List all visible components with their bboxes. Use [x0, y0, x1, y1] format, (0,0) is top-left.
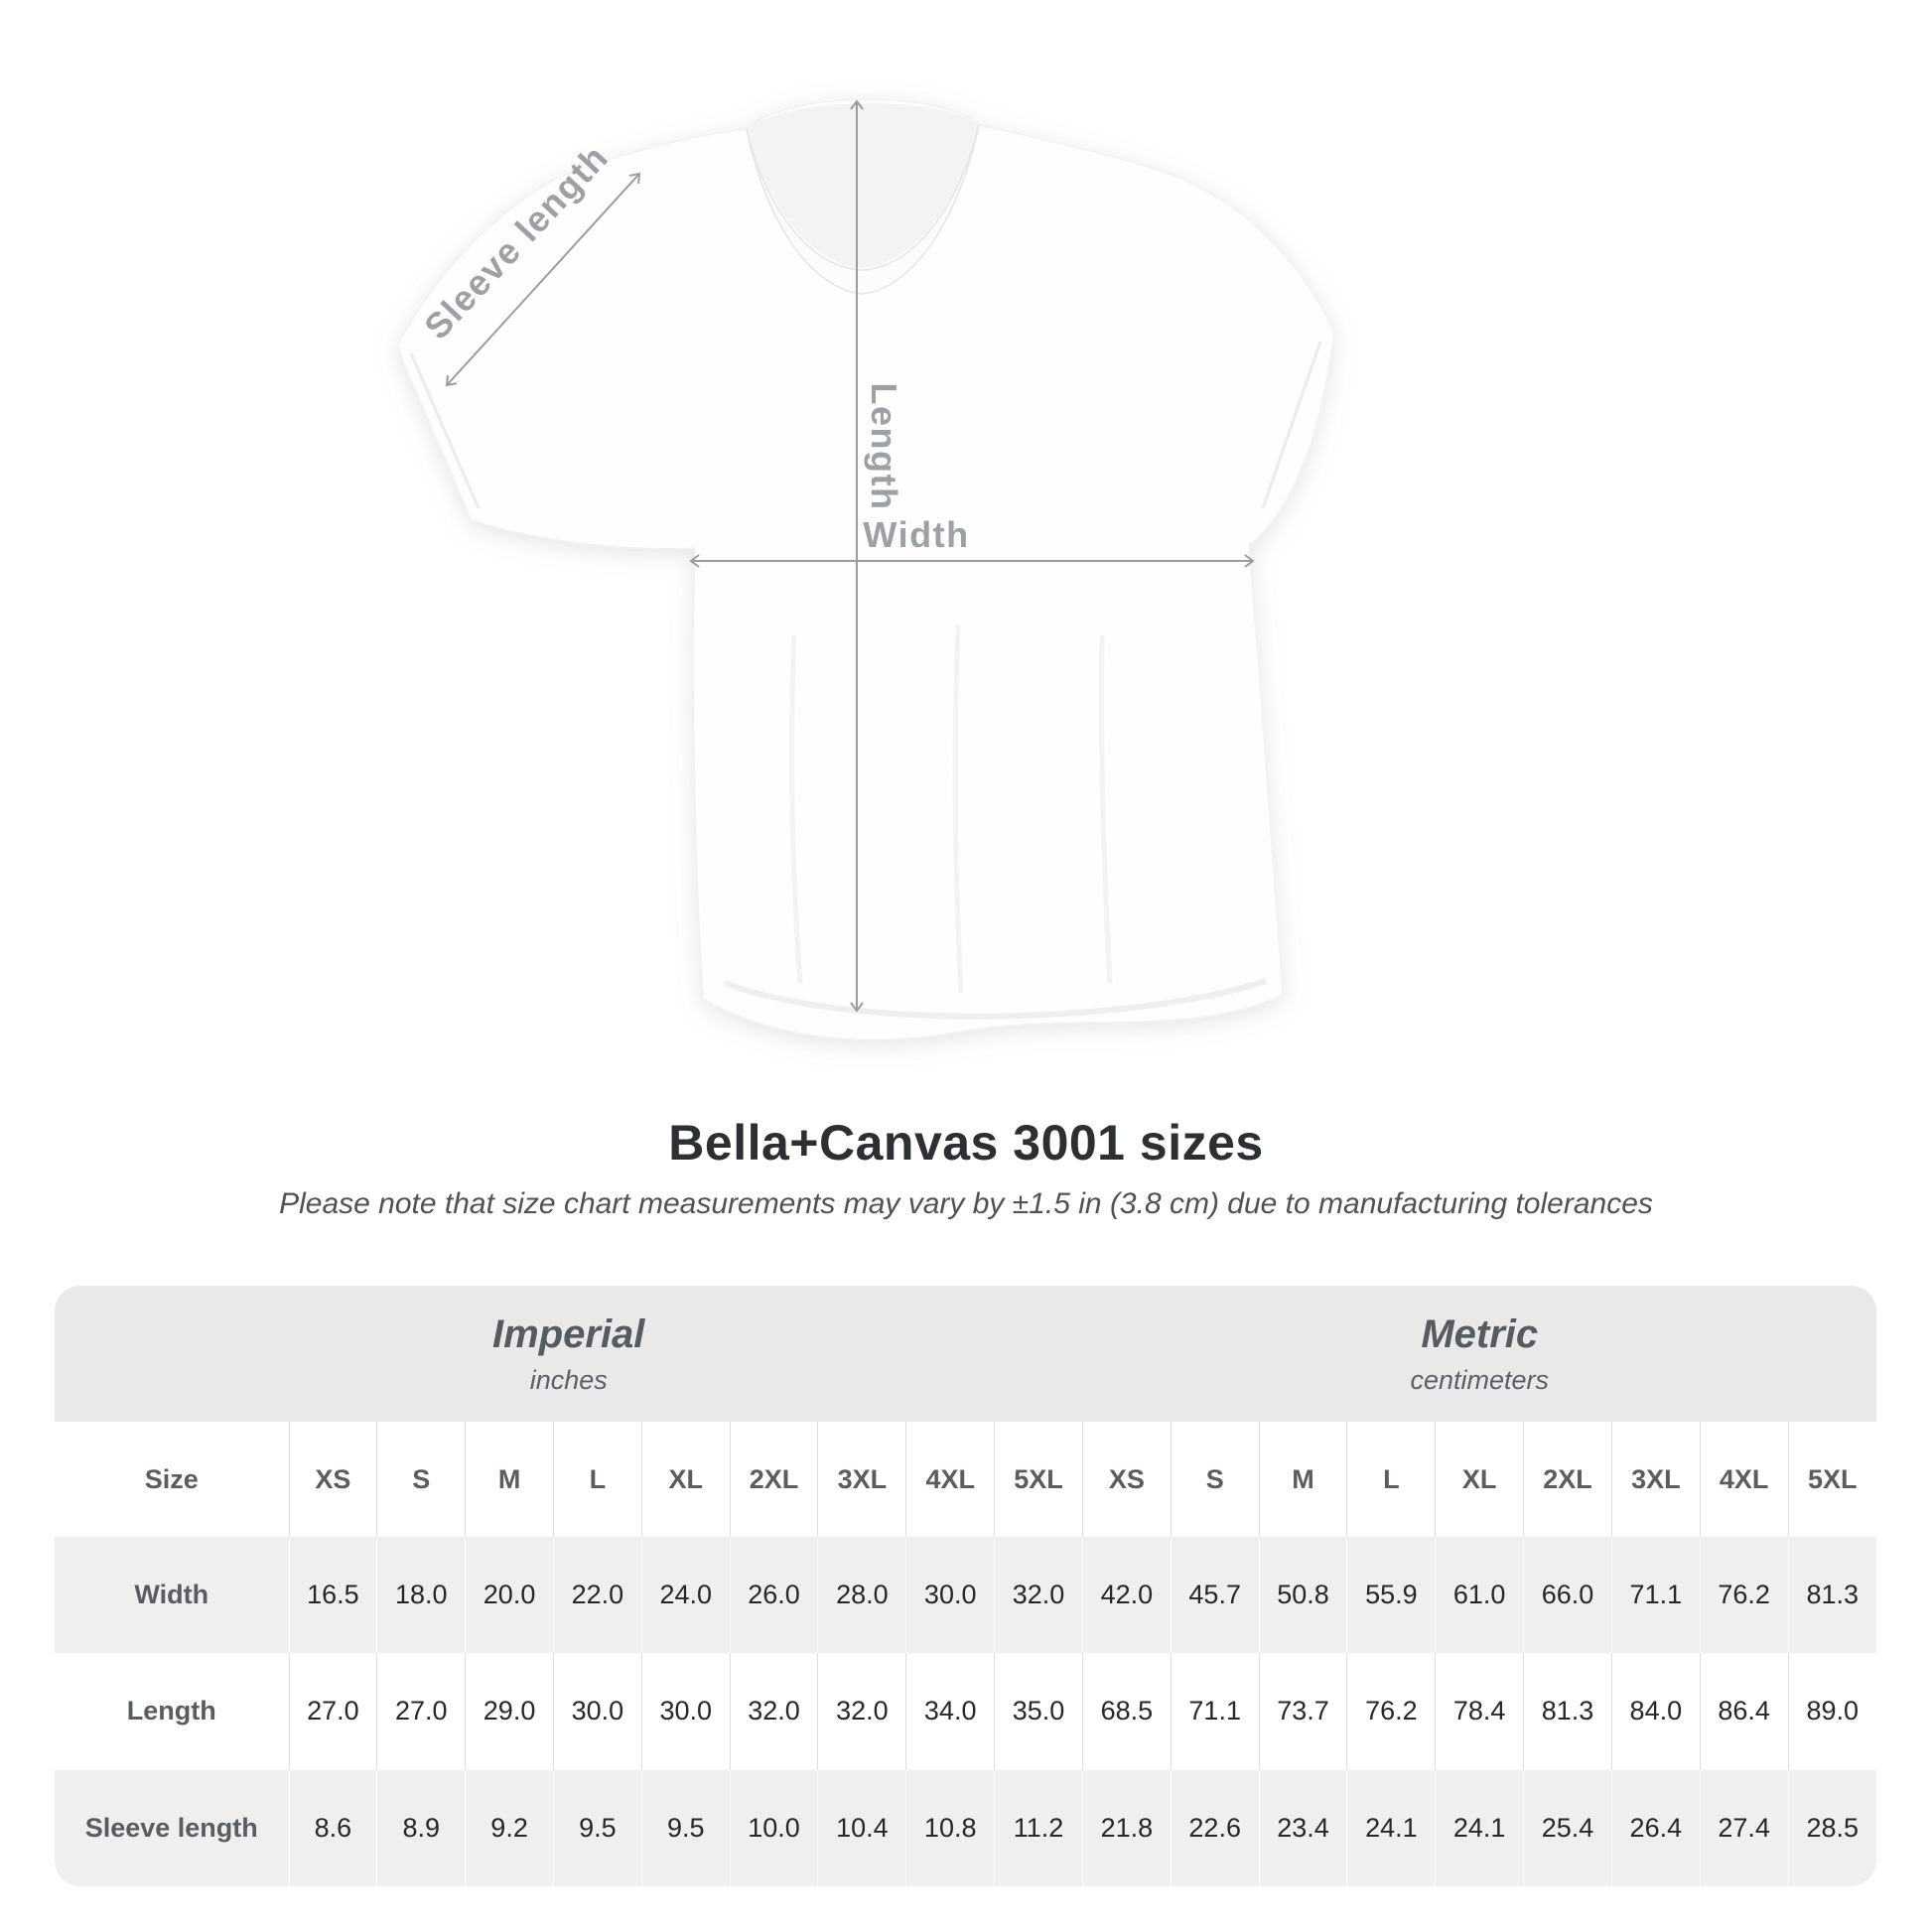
size-column-header: XL [1435, 1422, 1524, 1537]
page-title: Bella+Canvas 3001 sizes [668, 1115, 1264, 1171]
size-column-header: XS [1081, 1422, 1172, 1537]
measurement-value-cell: 24.0 [640, 1537, 731, 1654]
measurement-value-cell: 76.2 [1346, 1653, 1436, 1770]
measurement-row-label: Width [134, 1580, 209, 1610]
size-column-header: 4XL [905, 1422, 995, 1537]
metric-group-header: Metric centimeters [1082, 1286, 1876, 1422]
measurement-value-cell: 24.1 [1346, 1769, 1436, 1886]
size-column-header: 3XL [817, 1422, 906, 1537]
length-label: Length [864, 383, 904, 511]
measurement-value-cell: 8.6 [288, 1769, 377, 1886]
imperial-label: Imperial [492, 1311, 645, 1356]
measurement-value-cell: 42.0 [1081, 1537, 1172, 1654]
size-column-header: 4XL [1699, 1422, 1789, 1537]
measurement-value-cell: 71.1 [1170, 1653, 1260, 1770]
measurement-row: Sleeve length 8.6 8.9 9.2 9.5 9.5 10.0 10.4 10.8… [55, 1769, 1876, 1886]
size-column-header: 5XL [994, 1422, 1083, 1537]
size-column-header: XS [288, 1422, 377, 1537]
measurement-value-cell: 26.0 [729, 1537, 818, 1654]
measurement-value-cell: 73.7 [1258, 1653, 1347, 1770]
measurement-value-cell: 16.5 [288, 1537, 377, 1654]
imperial-unit-label: inches [529, 1364, 608, 1395]
measurement-value-cell: 32.0 [817, 1653, 906, 1770]
measurement-value-cell: 26.4 [1610, 1769, 1701, 1886]
measurement-value-cell: 8.9 [376, 1769, 466, 1886]
imperial-group-header: Imperial inches [55, 1286, 1083, 1422]
measurement-value-cell: 76.2 [1699, 1537, 1789, 1654]
measurement-value-cell: 23.4 [1258, 1769, 1347, 1886]
measurement-value-cell: 10.4 [817, 1769, 906, 1886]
measurement-value-cell: 22.0 [552, 1537, 642, 1654]
measurement-value-cell: 28.5 [1787, 1769, 1876, 1886]
measurement-value-cell: 30.0 [552, 1653, 642, 1770]
metric-unit-label: centimeters [1410, 1364, 1549, 1395]
size-column-header: 2XL [1523, 1422, 1612, 1537]
measurement-value-cell: 34.0 [905, 1653, 995, 1770]
measurement-value-cell: 30.0 [905, 1537, 995, 1654]
measurement-value-cell: 78.4 [1435, 1653, 1524, 1770]
size-chart-table-container: Imperial inches Metric centimeters Size … [55, 1286, 1876, 1886]
measurement-value-cell: 84.0 [1610, 1653, 1701, 1770]
measurement-value-cell: 27.0 [288, 1653, 377, 1770]
measurement-value-cell: 66.0 [1523, 1537, 1612, 1654]
size-column-header: L [1346, 1422, 1436, 1537]
size-column-header: XL [640, 1422, 731, 1537]
size-column-header: S [1170, 1422, 1260, 1537]
unit-group-header-row: Imperial inches Metric centimeters [55, 1286, 1876, 1422]
measurement-value-cell: 81.3 [1523, 1653, 1612, 1770]
measurement-value-cell: 32.0 [994, 1537, 1083, 1654]
measurement-value-cell: 32.0 [729, 1653, 818, 1770]
measurement-value-cell: 27.0 [376, 1653, 466, 1770]
measurement-value-cell: 35.0 [994, 1653, 1083, 1770]
title-block: Bella+Canvas 3001 sizes Please note that… [0, 1114, 1932, 1221]
size-column-header: M [465, 1422, 554, 1537]
measurement-value-cell: 71.1 [1610, 1537, 1701, 1654]
measurements-body: Width 16.5 18.0 20.0 22.0 24.0 26.0 28.0 30.0 32.… [55, 1537, 1876, 1886]
size-column-header: L [552, 1422, 642, 1537]
tolerance-note: Please note that size chart measurements… [279, 1187, 1653, 1220]
size-column-header: 3XL [1610, 1422, 1701, 1537]
measurement-value-cell: 55.9 [1346, 1537, 1436, 1654]
tshirt-measurement-diagram: Sleeve length Length Width [396, 98, 1335, 1041]
measurement-value-cell: 20.0 [465, 1537, 554, 1654]
measurement-value-cell: 28.0 [817, 1537, 906, 1654]
width-label: Width [863, 514, 969, 555]
size-chart-table: Imperial inches Metric centimeters Size … [55, 1286, 1876, 1886]
size-header-row: Size XS S M L XL 2XL 3XL 4XL 5XL XS S M L XL 2XL 3XL 4XL… [55, 1422, 1876, 1537]
measurement-value-cell: 29.0 [465, 1653, 554, 1770]
size-column-header: 5XL [1787, 1422, 1876, 1537]
measurement-row: Length 27.0 27.0 29.0 30.0 30.0 32.0 32.0 34.0 35… [55, 1653, 1876, 1770]
measurement-value-cell: 61.0 [1435, 1537, 1524, 1654]
measurement-row-label: Length [126, 1696, 216, 1726]
size-column-header: M [1258, 1422, 1347, 1537]
metric-label: Metric [1421, 1311, 1539, 1356]
size-column-header: 2XL [729, 1422, 818, 1537]
measurement-value-cell: 89.0 [1787, 1653, 1876, 1770]
measurement-value-cell: 18.0 [376, 1537, 466, 1654]
measurement-value-cell: 86.4 [1699, 1653, 1789, 1770]
measurement-value-cell: 21.8 [1081, 1769, 1172, 1886]
measurement-value-cell: 24.1 [1435, 1769, 1524, 1886]
measurement-value-cell: 27.4 [1699, 1769, 1789, 1886]
measurement-value-cell: 30.0 [640, 1653, 731, 1770]
measurement-value-cell: 9.5 [552, 1769, 642, 1886]
measurement-row-label: Sleeve length [84, 1812, 258, 1843]
measurement-value-cell: 50.8 [1258, 1537, 1347, 1654]
measurement-value-cell: 10.0 [729, 1769, 818, 1886]
measurement-value-cell: 11.2 [994, 1769, 1083, 1886]
measurement-value-cell: 9.5 [640, 1769, 731, 1886]
size-header-label: Size [55, 1422, 289, 1537]
measurement-value-cell: 22.6 [1170, 1769, 1260, 1886]
measurement-value-cell: 10.8 [905, 1769, 995, 1886]
size-column-header: S [376, 1422, 466, 1537]
measurement-value-cell: 25.4 [1523, 1769, 1612, 1886]
measurement-value-cell: 81.3 [1787, 1537, 1876, 1654]
measurement-value-cell: 68.5 [1081, 1653, 1172, 1770]
measurement-row: Width 16.5 18.0 20.0 22.0 24.0 26.0 28.0 30.0 32.… [55, 1537, 1876, 1654]
measurement-value-cell: 45.7 [1170, 1537, 1260, 1654]
sleeve-measure-arrow [445, 172, 641, 387]
measurement-value-cell: 9.2 [465, 1769, 554, 1886]
